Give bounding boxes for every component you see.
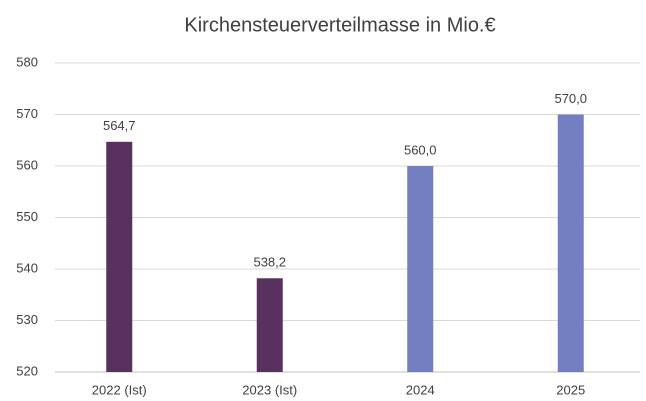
y-tick-label: 560 [16, 157, 38, 172]
x-tick-label: 2024 [406, 382, 435, 397]
x-tick-label: 2022 (Ist) [92, 382, 147, 397]
y-tick-label: 530 [16, 312, 38, 327]
x-tick-label: 2023 (Ist) [242, 382, 297, 397]
y-tick-label: 580 [16, 54, 38, 69]
bar [407, 166, 434, 372]
data-label: 560,0 [404, 142, 437, 157]
chart-title: Kirchensteuerverteilmasse in Mio.€ [184, 14, 495, 36]
y-tick-label: 550 [16, 209, 38, 224]
y-tick-label: 540 [16, 260, 38, 275]
y-tick-label: 570 [16, 106, 38, 121]
data-label: 538,2 [253, 255, 286, 270]
data-label: 570,0 [554, 91, 587, 106]
bar [256, 278, 283, 372]
x-tick-label: 2025 [556, 382, 585, 397]
y-tick-label: 520 [16, 363, 38, 378]
bar [557, 114, 584, 372]
data-label: 564,7 [103, 118, 136, 133]
bar [106, 141, 133, 372]
